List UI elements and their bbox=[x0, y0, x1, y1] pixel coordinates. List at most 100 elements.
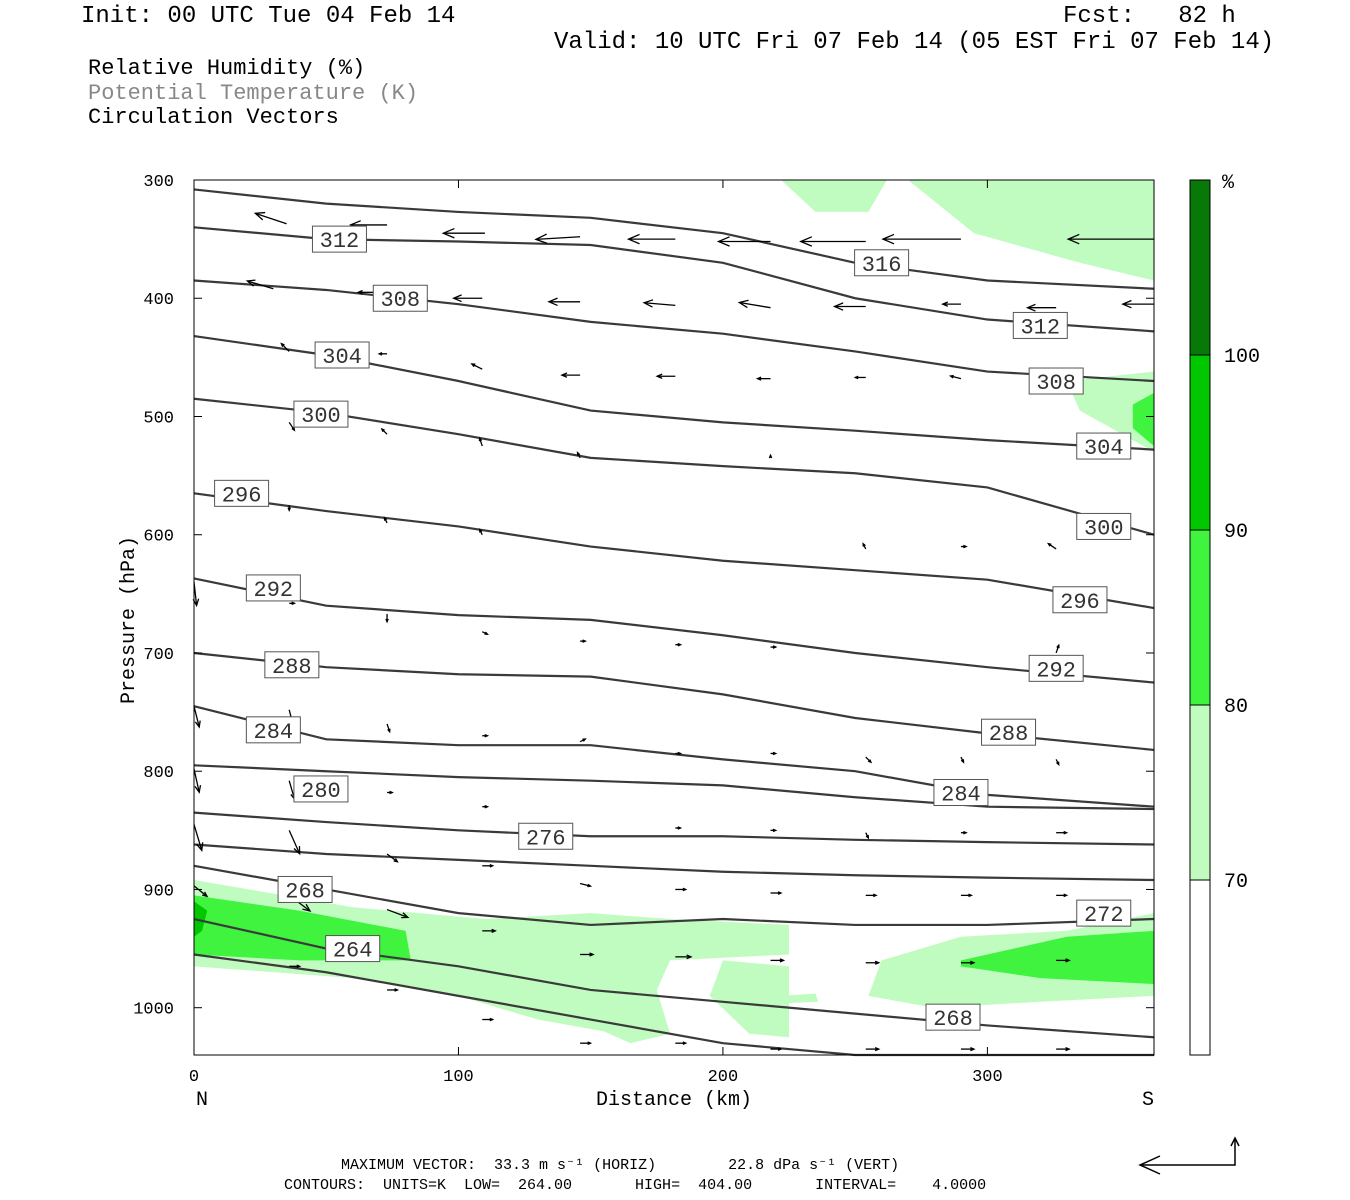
svg-text:316: 316 bbox=[862, 253, 902, 278]
circulation-vector-43 bbox=[675, 642, 683, 647]
x-tick-label-300: 300 bbox=[972, 1068, 1003, 1087]
svg-text:288: 288 bbox=[989, 722, 1029, 747]
circulation-vector-37 bbox=[1046, 542, 1057, 550]
x-tick-label-100: 100 bbox=[443, 1068, 474, 1087]
circulation-vector-69 bbox=[579, 882, 593, 888]
circulation-vector-52 bbox=[770, 751, 778, 756]
legend-relative-humidity: Relative Humidity (%) bbox=[88, 56, 366, 81]
svg-text:312: 312 bbox=[1020, 315, 1060, 340]
circulation-vector-41 bbox=[481, 631, 489, 636]
circulation-vector-18 bbox=[1121, 299, 1154, 309]
circulation-vector-2 bbox=[441, 227, 485, 239]
svg-text:284: 284 bbox=[254, 720, 294, 745]
circulation-vector-70 bbox=[675, 887, 688, 892]
circulation-vector-35 bbox=[862, 542, 867, 550]
contour-label-304: 304 bbox=[1076, 432, 1132, 461]
circulation-vector-68 bbox=[482, 863, 495, 868]
rh-region-70-6 bbox=[908, 180, 1154, 281]
reference-vector-icon bbox=[1138, 1136, 1240, 1175]
rh-region-70-1 bbox=[709, 960, 790, 1038]
circulation-vector-74 bbox=[1056, 893, 1069, 898]
circulation-vector-81 bbox=[770, 958, 786, 963]
circulation-vector-83 bbox=[960, 960, 976, 965]
circulation-vector-7 bbox=[881, 233, 961, 245]
circulation-vector-12 bbox=[547, 297, 581, 307]
vector-layer bbox=[192, 211, 1154, 1052]
colorbar-band-0 bbox=[1190, 880, 1210, 1055]
circulation-vector-15 bbox=[832, 302, 866, 311]
x-tick-label-0: 0 bbox=[189, 1068, 199, 1087]
circulation-vector-82 bbox=[865, 960, 881, 965]
circulation-vector-5 bbox=[716, 236, 771, 247]
svg-text:308: 308 bbox=[1036, 371, 1076, 396]
circulation-vector-49 bbox=[482, 733, 490, 738]
isentrope-276 bbox=[193, 811, 1155, 846]
isentrope-292 bbox=[193, 577, 1155, 684]
circulation-vector-73 bbox=[960, 893, 974, 898]
circulation-vector-67 bbox=[386, 853, 399, 863]
circulation-vector-45 bbox=[1055, 643, 1060, 654]
svg-text:304: 304 bbox=[1084, 436, 1124, 461]
circulation-vector-80 bbox=[675, 954, 693, 960]
svg-text:276: 276 bbox=[526, 826, 566, 851]
y-tick-label-800: 800 bbox=[143, 764, 174, 783]
isentrope-296 bbox=[193, 492, 1155, 610]
x-end-label-north: N bbox=[196, 1089, 208, 1112]
circulation-vector-16 bbox=[941, 301, 961, 307]
contour-label-308: 308 bbox=[372, 284, 428, 313]
contour-label-288: 288 bbox=[981, 718, 1037, 747]
svg-text:288: 288 bbox=[272, 655, 312, 680]
circulation-vector-78 bbox=[482, 928, 497, 933]
circulation-vector-24 bbox=[755, 376, 771, 381]
circulation-vector-66 bbox=[288, 830, 301, 856]
circulation-vector-44 bbox=[770, 645, 778, 649]
legend-circulation-vectors: Circulation Vectors bbox=[88, 105, 339, 130]
contour-label-312: 312 bbox=[1012, 311, 1068, 340]
circulation-vector-42 bbox=[580, 639, 587, 643]
circulation-vector-56 bbox=[193, 768, 202, 794]
rh-region-70-5 bbox=[781, 180, 887, 212]
circulation-vector-77 bbox=[386, 908, 410, 919]
circulation-vector-20 bbox=[377, 352, 388, 356]
circulation-vector-60 bbox=[675, 826, 683, 830]
colorbar-band-1 bbox=[1190, 705, 1210, 880]
contour-label-268: 268 bbox=[277, 875, 333, 904]
legend-potential-temperature: Potential Temperature (K) bbox=[88, 81, 419, 106]
contour-label-296: 296 bbox=[1052, 586, 1108, 615]
contour-label-308: 308 bbox=[1028, 367, 1084, 396]
contour-label-296: 296 bbox=[214, 479, 270, 508]
circulation-vector-29 bbox=[478, 436, 483, 447]
contour-label-276: 276 bbox=[518, 822, 574, 851]
y-tick-label-1000: 1000 bbox=[133, 1001, 174, 1020]
circulation-vector-13 bbox=[642, 299, 676, 308]
rh-region-70-4 bbox=[1066, 371, 1154, 452]
svg-text:280: 280 bbox=[301, 779, 341, 804]
rh-region-90-10 bbox=[194, 901, 208, 937]
circulation-vector-25 bbox=[853, 375, 866, 380]
contour-label-300: 300 bbox=[1076, 512, 1132, 541]
isentrope-316 bbox=[193, 188, 1155, 290]
contour-label-300: 300 bbox=[293, 400, 349, 429]
colorbar-label-80: 80 bbox=[1224, 696, 1248, 719]
circulation-vector-89 bbox=[675, 1041, 688, 1045]
circulation-vector-91 bbox=[865, 1046, 881, 1052]
circulation-vector-50 bbox=[579, 738, 587, 743]
circulation-vector-46 bbox=[193, 706, 201, 729]
init-time-label: Init: 00 UTC Tue 04 Feb 14 bbox=[81, 3, 456, 30]
colorbar-label-70: 70 bbox=[1224, 871, 1248, 894]
circulation-vector-54 bbox=[960, 756, 965, 764]
circulation-vector-9 bbox=[245, 279, 274, 290]
colorbar-band-2 bbox=[1190, 530, 1210, 705]
rh-fill-layer bbox=[194, 180, 1154, 1044]
rh-region-80-9 bbox=[1132, 392, 1154, 447]
circulation-vector-53 bbox=[865, 756, 873, 764]
svg-text:296: 296 bbox=[222, 483, 262, 508]
circulation-vector-55 bbox=[1055, 759, 1060, 767]
circulation-vector-32 bbox=[287, 505, 291, 513]
circulation-vector-23 bbox=[655, 373, 676, 380]
circulation-vector-36 bbox=[960, 544, 968, 549]
y-tick-label-900: 900 bbox=[143, 882, 174, 901]
circulation-vector-17 bbox=[1025, 303, 1057, 312]
isentrope-308 bbox=[193, 279, 1155, 383]
footer-max-vector: MAXIMUM VECTOR: 33.3 m s⁻¹ (HORIZ) 22.8 … bbox=[341, 1157, 900, 1174]
